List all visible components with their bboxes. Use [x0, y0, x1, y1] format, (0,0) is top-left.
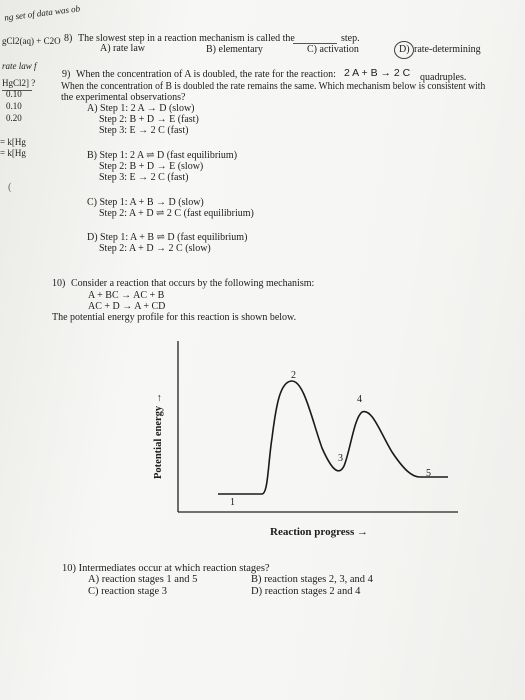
stage-label-5: 5 — [426, 468, 431, 479]
q9-reaction: 2 A + B → 2 C — [344, 67, 411, 79]
q8-option-b: B) elementary — [206, 44, 263, 55]
stage-label-3: 3 — [338, 453, 343, 464]
q8-blank-line — [293, 43, 337, 44]
margin-ratelaw-text: rate law f — [2, 61, 37, 71]
margin-conc-3: 0.20 — [6, 113, 22, 123]
q8-text: The slowest step in a reaction mechanism… — [78, 33, 295, 44]
q9-mech-a-step3: Step 3: E → 2 C (fast) — [99, 125, 189, 136]
q9-mech-b-step2: Step 2: B + D → E (slow) — [99, 161, 204, 172]
q9-line1-end: quadruples. — [420, 72, 467, 83]
q8-answer-circle — [394, 41, 414, 59]
q8-blank-suffix: step. — [341, 33, 360, 44]
stage-label-4: 4 — [357, 394, 362, 405]
margin-paren: ( — [8, 182, 12, 193]
q9-line2: When the concentration of B is doubled t… — [61, 81, 486, 92]
energy-curve — [218, 380, 448, 495]
margin-conc-1: 0.10 — [6, 89, 22, 99]
diagram-xlabel: Reaction progress → — [270, 526, 368, 538]
q9-mech-b-step1: B) Step 1: 2 A ⇌ D (fast equilibrium) — [87, 150, 238, 161]
q10-text: Consider a reaction that occurs by the f… — [71, 278, 315, 289]
margin-reaction-text: gCl2(aq) + C2O — [2, 36, 61, 46]
stage-label-2: 2 — [291, 370, 296, 381]
q8-option-c: C) activation — [307, 44, 359, 55]
margin-conc-2: 0.10 — [6, 101, 22, 111]
q9-mech-a-step2: Step 2: B + D → E (fast) — [99, 114, 199, 125]
q8-option-a: A) rate law — [100, 43, 145, 54]
q10-profile-text: The potential energy profile for this re… — [52, 312, 297, 323]
diagram-ylabel: Potential energy → — [153, 392, 164, 479]
q9-line1: When the concentration of A is doubled, … — [76, 69, 336, 80]
margin-k2: = k[Hg — [0, 148, 26, 158]
q10b-question: 10) Intermediates occur at which reactio… — [62, 563, 270, 574]
q9-mech-c-step1: C) Step 1: A + B → D (slow) — [87, 197, 204, 208]
q9-mech-d-step2: Step 2: A + D → 2 C (slow) — [99, 243, 211, 254]
q9-mech-a-step1: A) Step 1: 2 A → D (slow) — [87, 103, 195, 114]
q8-option-d-text: rate-determining — [414, 44, 481, 55]
q9-line3: the experimental observations? — [61, 92, 186, 103]
stage-label-1: 1 — [230, 497, 235, 508]
q9-mech-c-step2: Step 2: A + D ⇌ 2 C (fast equilibrium) — [99, 208, 254, 219]
q10-step1: A + BC → AC + B — [88, 290, 165, 301]
margin-table-rule — [2, 90, 32, 91]
margin-conc-header: HgCl2] ? — [2, 78, 36, 88]
q10-number: 10) — [52, 278, 66, 289]
q9-mech-b-step3: Step 3: E → 2 C (fast) — [99, 172, 189, 183]
q10b-option-d: D) reaction stages 2 and 4 — [251, 586, 361, 597]
q10b-option-c: C) reaction stage 3 — [88, 586, 168, 597]
q9-mech-d-step1: D) Step 1: A + B ⇌ D (fast equilibrium) — [87, 232, 248, 243]
q10b-option-b: B) reaction stages 2, 3, and 4 — [251, 574, 373, 585]
q10b-option-a: A) reaction stages 1 and 5 — [88, 574, 198, 585]
q9-number: 9) — [62, 69, 71, 80]
margin-k1: = k[Hg — [0, 137, 26, 147]
q10-step2: AC + D → A + CD — [88, 301, 166, 312]
q8-number: 8) — [64, 33, 73, 44]
